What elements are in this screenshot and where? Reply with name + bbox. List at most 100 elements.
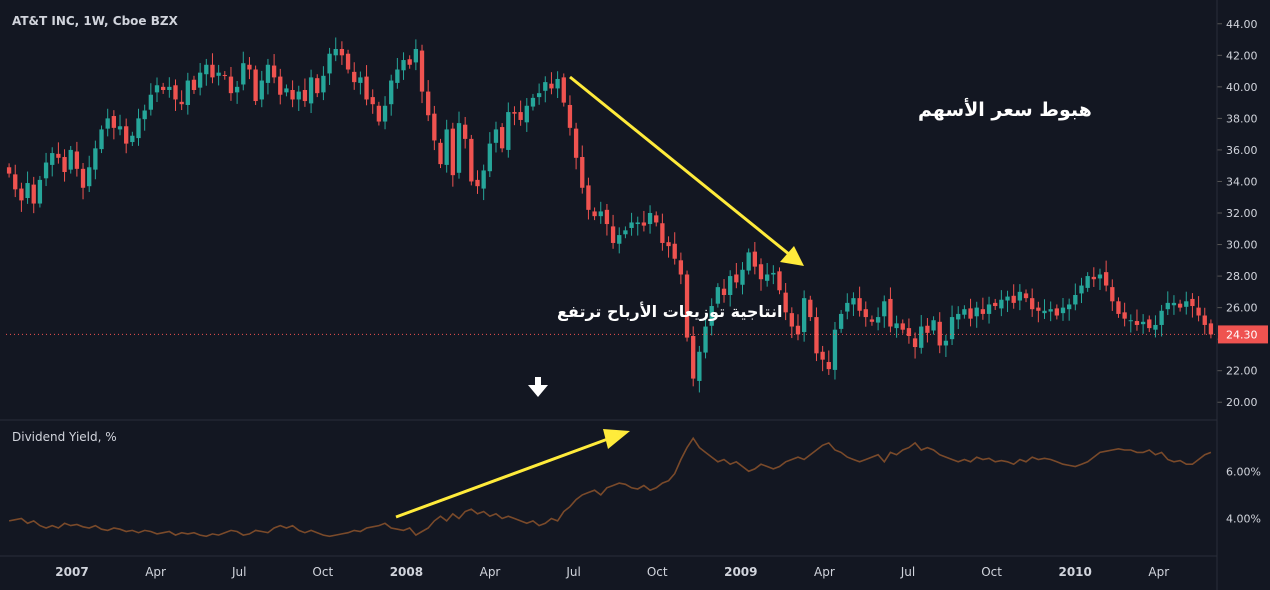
- candle: [623, 226, 628, 239]
- candle: [1017, 284, 1023, 311]
- candle-body: [777, 271, 782, 291]
- candle: [949, 305, 955, 345]
- candle-body: [111, 116, 117, 128]
- candle-body: [937, 321, 942, 346]
- candle-body: [943, 340, 949, 346]
- candle-body: [974, 307, 979, 317]
- candle-body: [709, 306, 714, 326]
- price-tick-label: 26.00: [1226, 302, 1258, 315]
- candle: [1048, 301, 1053, 322]
- candle: [1097, 268, 1103, 290]
- candle: [469, 134, 474, 186]
- candle: [937, 312, 942, 354]
- candle: [352, 62, 357, 90]
- price-tick-label: 42.00: [1226, 49, 1258, 62]
- candle: [900, 319, 905, 334]
- candle: [395, 57, 400, 89]
- candle-body: [463, 124, 468, 139]
- candle-body: [265, 64, 271, 83]
- candle-body: [1184, 301, 1189, 307]
- candle: [592, 207, 597, 221]
- candle-body: [567, 104, 573, 128]
- candle: [598, 201, 603, 224]
- candle: [851, 292, 856, 316]
- candle-body: [740, 269, 745, 285]
- candle: [758, 258, 764, 291]
- candle-body: [543, 82, 548, 91]
- candle-body: [31, 184, 36, 204]
- candle: [419, 44, 425, 104]
- candle-body: [1116, 301, 1121, 314]
- candle-body: [401, 60, 406, 71]
- candle-body: [524, 105, 529, 123]
- candle: [845, 293, 850, 320]
- candle-body: [271, 65, 277, 78]
- candle: [1073, 283, 1078, 311]
- candle: [974, 301, 979, 328]
- candle: [1011, 284, 1016, 309]
- candle-body: [875, 317, 881, 323]
- axes: 20.0022.0024.0026.0028.0030.0032.0034.00…: [6, 18, 1268, 579]
- candle-body: [19, 188, 24, 201]
- candle-body: [691, 336, 696, 379]
- candle: [857, 286, 862, 317]
- candle: [426, 80, 431, 122]
- candle-body: [986, 304, 992, 314]
- candle-body: [376, 105, 382, 122]
- candle: [271, 54, 277, 84]
- candle: [1122, 302, 1127, 327]
- candle-body: [931, 320, 936, 331]
- candle-body: [456, 123, 462, 173]
- candle: [1067, 298, 1072, 321]
- dividend-yield-line: [8, 436, 1212, 538]
- price-tick-label: 28.00: [1226, 270, 1258, 283]
- candle-body: [191, 79, 197, 90]
- indicator-title: Dividend Yield, %: [12, 430, 117, 444]
- candle-body: [481, 170, 486, 189]
- candle: [370, 89, 375, 114]
- candle: [302, 78, 308, 107]
- candle: [130, 131, 135, 146]
- candle-body: [1147, 319, 1152, 329]
- candle: [968, 298, 973, 327]
- candle: [148, 83, 153, 116]
- candle: [1054, 304, 1059, 320]
- candle: [179, 90, 184, 111]
- candle-body: [1134, 321, 1140, 325]
- candle-body: [746, 252, 751, 271]
- candle: [808, 295, 813, 322]
- candle: [1036, 301, 1041, 323]
- candle: [752, 242, 757, 275]
- candle: [43, 152, 49, 187]
- candle: [450, 122, 455, 187]
- candle: [629, 212, 634, 236]
- candle-body: [555, 78, 560, 89]
- candle-body: [801, 298, 807, 333]
- time-tick-label: Jul: [231, 565, 246, 579]
- time-tick-label: 2009: [724, 565, 757, 579]
- candle-body: [197, 72, 203, 88]
- candle-body: [647, 213, 653, 225]
- candle-body: [1171, 302, 1177, 306]
- candle-body: [980, 309, 986, 314]
- candle-body: [561, 77, 566, 103]
- candle: [204, 58, 209, 86]
- candle-body: [136, 118, 141, 139]
- candle-body: [278, 76, 283, 95]
- candle-body: [87, 167, 92, 187]
- candle-body: [734, 274, 739, 283]
- time-tick-label: Apr: [814, 565, 835, 579]
- candle-body: [882, 301, 887, 317]
- candle: [117, 114, 123, 136]
- last-price-badge: [1218, 325, 1268, 344]
- trend-arrow-down-icon: [569, 75, 804, 266]
- candle-body: [438, 142, 443, 165]
- candle-body: [43, 162, 49, 179]
- candle: [863, 301, 868, 327]
- candle: [173, 79, 178, 111]
- candle: [321, 66, 326, 101]
- candle-body: [1042, 310, 1047, 314]
- time-tick-label: 2010: [1058, 565, 1091, 579]
- candle-body: [1190, 298, 1195, 307]
